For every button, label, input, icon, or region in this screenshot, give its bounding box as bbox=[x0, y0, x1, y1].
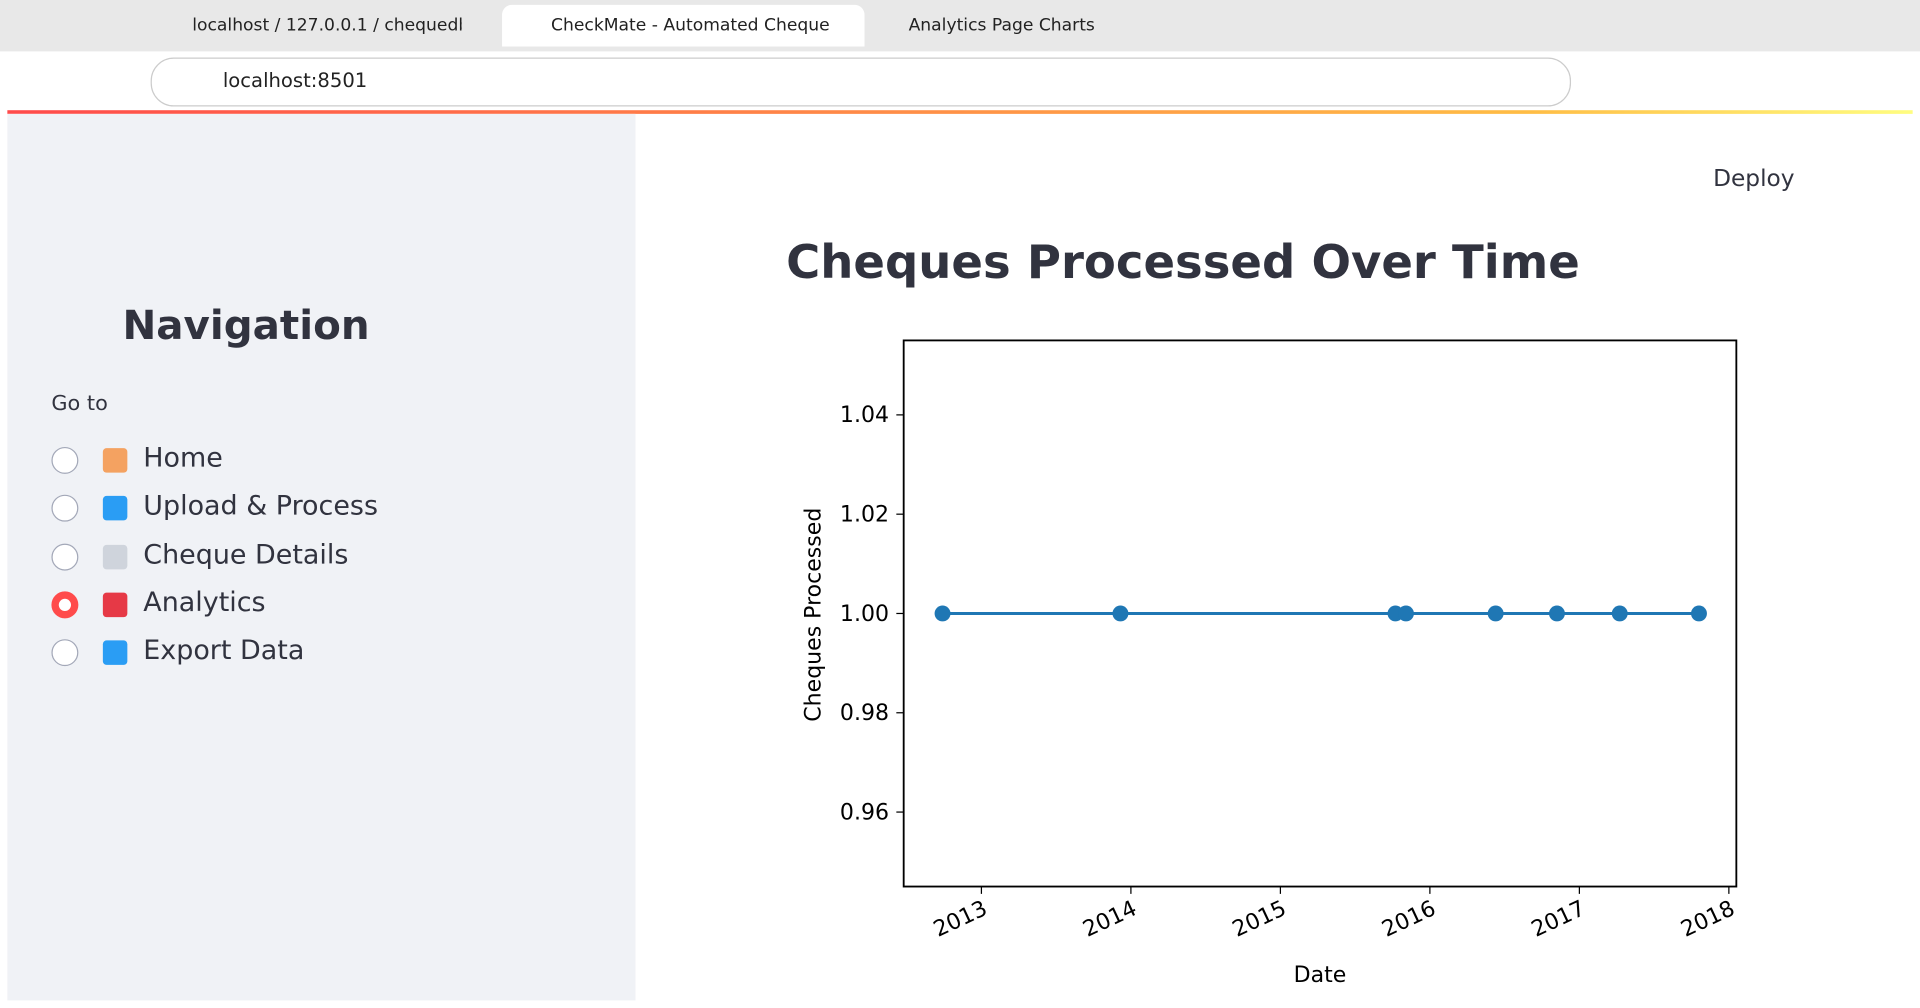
y-tick-label: 0.96 bbox=[840, 800, 889, 825]
tab[interactable]: localhost / 127.0.0.1 / chequedb / bbox=[192, 15, 462, 36]
y-axis-label: Cheques Processed bbox=[801, 508, 826, 722]
radio-option[interactable]: Home bbox=[143, 443, 223, 474]
point bbox=[1112, 605, 1129, 622]
radio-option[interactable]: Cheque Details bbox=[143, 539, 349, 571]
y-tick-label: 1.04 bbox=[840, 403, 889, 428]
option-icon bbox=[102, 544, 128, 569]
x-tick-label: 2013 bbox=[930, 896, 991, 942]
tab[interactable]: CheckMate - Automated Cheque bbox=[502, 4, 865, 47]
point bbox=[1398, 605, 1414, 622]
x-tick-label: 2014 bbox=[1079, 896, 1140, 942]
deploy-button[interactable]: Deploy bbox=[1713, 165, 1795, 193]
x-tick-label: 2017 bbox=[1528, 896, 1589, 942]
tab-title: CheckMate - Automated Cheque bbox=[551, 15, 830, 36]
accent-bar bbox=[7, 110, 1913, 114]
plot-frame bbox=[902, 339, 1738, 888]
radio-button[interactable] bbox=[51, 446, 79, 474]
point bbox=[1548, 605, 1565, 622]
point bbox=[1691, 605, 1707, 622]
point bbox=[1487, 605, 1504, 622]
radio-option[interactable]: Upload & Process bbox=[143, 491, 378, 523]
x-tick-label: 2015 bbox=[1229, 896, 1290, 942]
radio-button[interactable] bbox=[51, 591, 79, 619]
x-axis-label: Date bbox=[1294, 963, 1347, 988]
point bbox=[1611, 605, 1628, 622]
point bbox=[934, 605, 951, 622]
option-icon bbox=[102, 496, 128, 521]
option-icon bbox=[102, 592, 128, 618]
address-text: localhost:8501 bbox=[222, 68, 368, 92]
x-tick-label: 2018 bbox=[1677, 896, 1738, 942]
address-bar[interactable] bbox=[150, 57, 1572, 107]
y-tick-label: 0.98 bbox=[840, 701, 889, 726]
y-tick-label: 1.00 bbox=[840, 602, 889, 627]
radio-button[interactable] bbox=[51, 639, 79, 667]
radio-option[interactable]: Export Data bbox=[143, 635, 305, 667]
radio-button[interactable] bbox=[51, 495, 79, 523]
y-tick-label: 1.02 bbox=[840, 503, 889, 528]
x-tick-label: 2016 bbox=[1378, 896, 1439, 942]
option-icon bbox=[102, 448, 128, 473]
tab[interactable]: Analytics Page Charts bbox=[908, 15, 1095, 36]
option-icon bbox=[102, 640, 128, 666]
radio-label: Go to bbox=[51, 391, 108, 417]
sidebar-title: Navigation bbox=[122, 301, 370, 349]
radio-option[interactable]: Analytics bbox=[143, 587, 266, 619]
chart-title: Cheques Processed Over Time bbox=[786, 235, 1580, 289]
radio-button[interactable] bbox=[51, 543, 79, 571]
tab-bar: localhost / 127.0.0.1 / chequedb / Check… bbox=[0, 0, 1920, 52]
